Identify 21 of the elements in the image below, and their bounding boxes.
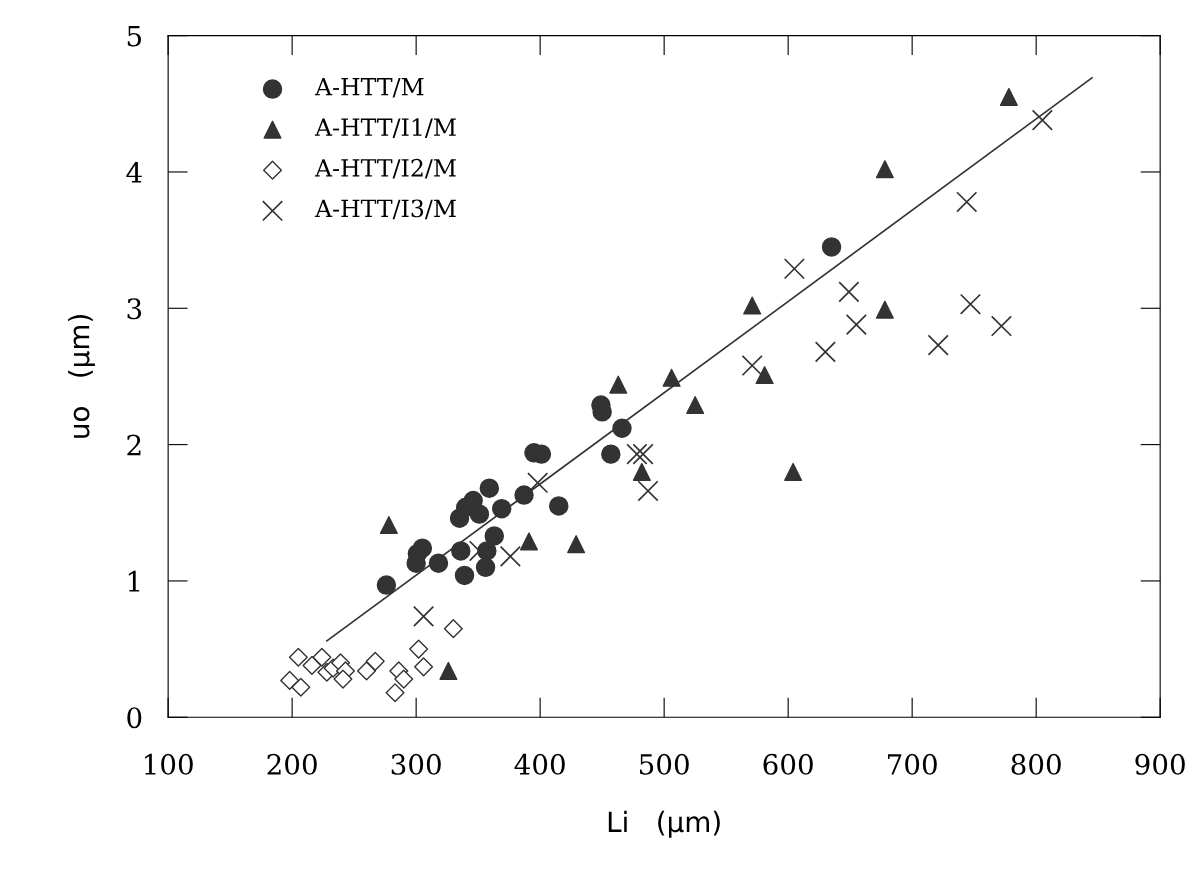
x-axis-title: Li (μm) xyxy=(608,810,720,838)
x-tick-label: 600 xyxy=(763,753,813,775)
x-tick-label: 300 xyxy=(391,753,441,775)
x-tick-label: 500 xyxy=(640,753,689,775)
y-axis-title: uo (μm) xyxy=(68,315,95,438)
x-tick-label: 800 xyxy=(1011,753,1061,775)
y-tick-label: 4 xyxy=(126,161,142,183)
x-tick-label: 200 xyxy=(267,753,317,775)
y-tick-label: 0 xyxy=(127,707,142,729)
legend-label: A-HTT/I3/M xyxy=(314,199,456,220)
y-tick-label: 2 xyxy=(127,434,141,456)
x-tick-label: 700 xyxy=(887,753,937,775)
y-tick-label: 1 xyxy=(128,570,140,592)
x-tick-label: 100 xyxy=(145,753,193,775)
y-tick-label: 3 xyxy=(127,298,142,320)
legend-label: A-HTT/M xyxy=(314,78,424,98)
legend-label: A-HTT/I2/M xyxy=(314,158,456,179)
y-tick-label: 5 xyxy=(127,25,141,47)
legend-label: A-HTT/I1/M xyxy=(314,118,456,139)
x-tick-label: 900 xyxy=(1135,753,1185,775)
x-tick-label: 400 xyxy=(514,753,565,775)
